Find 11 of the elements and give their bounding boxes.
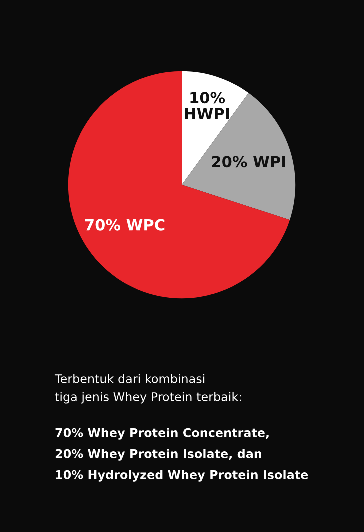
- pie-slice: [182, 93, 296, 220]
- pie-slice: [68, 71, 290, 299]
- slice-label: HWPI: [185, 108, 230, 120]
- text: Terbentuk dari kombinasi: [54, 374, 205, 384]
- text: 70% Whey Protein Concentrate,: [56, 428, 269, 440]
- text: 10% Hydrolyzed Whey Protein Isolate: [56, 470, 308, 482]
- slice-label: 20% WPI: [212, 156, 286, 168]
- text: tiga jenis Whey Protein terbaik:: [55, 392, 242, 404]
- text: 20% Whey Protein Isolate, dan: [56, 449, 262, 461]
- slice-label: 70% WPC: [85, 219, 165, 231]
- data-label: 10%: [190, 92, 226, 104]
